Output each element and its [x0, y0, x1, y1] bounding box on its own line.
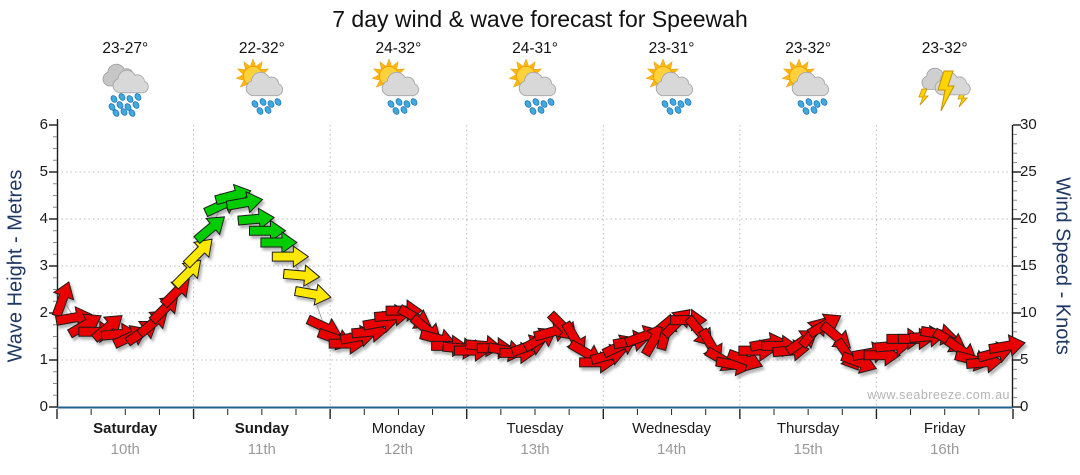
weather-sun-cloud-rain-icon	[371, 59, 420, 115]
wind-arrow	[282, 264, 321, 288]
day-temperature: 23-31°	[648, 40, 695, 57]
day-name: Saturday	[93, 420, 158, 437]
day-weather-icon	[508, 59, 562, 117]
day-weather-icon	[235, 59, 289, 117]
day-name: Wednesday	[632, 420, 712, 437]
day-temperature: 23-27°	[102, 40, 149, 57]
right-axis-tick-label: 5	[1020, 351, 1029, 368]
day-weather-icon	[918, 59, 972, 117]
weather-storm-icon	[918, 67, 971, 112]
day-name: Monday	[371, 420, 426, 437]
left-axis-tick-label: 5	[39, 163, 48, 180]
left-axis-tick-label: 6	[39, 116, 48, 133]
day-date: 16th	[930, 441, 960, 458]
right-axis-title: Wind Speed - Knots	[1051, 177, 1074, 355]
day-name: Tuesday	[506, 420, 564, 437]
day-date: 15th	[793, 441, 823, 458]
day-weather-icon	[98, 59, 152, 117]
wind-arrow	[66, 313, 102, 339]
right-axis-tick-label: 25	[1020, 163, 1037, 180]
day-name: Sunday	[234, 420, 289, 437]
weather-rain-icon	[102, 63, 149, 117]
day-date: 12th	[383, 441, 414, 458]
watermark: www.seabreeze.com.au	[867, 388, 1010, 402]
day-weather-icon	[781, 59, 835, 117]
day-date: 14th	[656, 441, 687, 458]
wind-arrow	[225, 190, 264, 214]
day-temperature: 23-32°	[785, 40, 832, 57]
weather-sun-cloud-rain-icon	[235, 59, 283, 115]
wind-arrow	[171, 259, 202, 290]
wind-arrow	[271, 245, 310, 269]
right-axis-tick-label: 0	[1020, 398, 1029, 415]
day-date: 10th	[110, 441, 140, 458]
wind-arrow	[249, 219, 287, 243]
day-date: 11th	[247, 441, 276, 458]
right-axis-tick-label: 30	[1020, 116, 1037, 133]
day-weather-icon	[645, 59, 699, 117]
wind-arrow	[90, 314, 123, 343]
day-name: Friday	[923, 420, 966, 437]
weather-sun-cloud-rain-icon	[645, 59, 693, 115]
chart-title: 7 day wind & wave forecast for Speewah	[332, 6, 748, 32]
wind-arrow	[260, 231, 298, 254]
left-axis-tick-label: 0	[39, 398, 48, 415]
wind-arrow	[51, 281, 75, 318]
day-name: Thursday	[776, 420, 840, 437]
right-axis-tick-label: 20	[1020, 210, 1037, 227]
weather-sun-cloud-rain-icon	[508, 59, 557, 115]
wind-arrow	[237, 207, 276, 231]
day-temperature: 23-32°	[921, 40, 968, 57]
day-temperature: 22-32°	[238, 40, 285, 57]
right-axis-tick-label: 15	[1020, 257, 1037, 274]
day-temperature: 24-31°	[512, 40, 558, 57]
wind-arrow	[988, 334, 1026, 357]
left-axis-tick-label: 1	[39, 351, 48, 368]
left-axis-title: Wave Height - Metres	[4, 169, 27, 363]
left-axis-tick-label: 3	[39, 257, 48, 274]
left-axis-tick-label: 4	[39, 210, 48, 227]
wind-arrow	[294, 283, 332, 306]
day-temperature: 24-32°	[375, 40, 422, 57]
wind-arrow	[182, 238, 213, 269]
right-axis-tick-label: 10	[1020, 304, 1037, 321]
wind-arrow	[193, 216, 226, 245]
day-weather-icon	[371, 59, 425, 117]
weather-sun-cloud-rain-icon	[781, 59, 830, 115]
day-date: 13th	[520, 441, 550, 458]
left-axis-tick-label: 2	[39, 304, 48, 321]
